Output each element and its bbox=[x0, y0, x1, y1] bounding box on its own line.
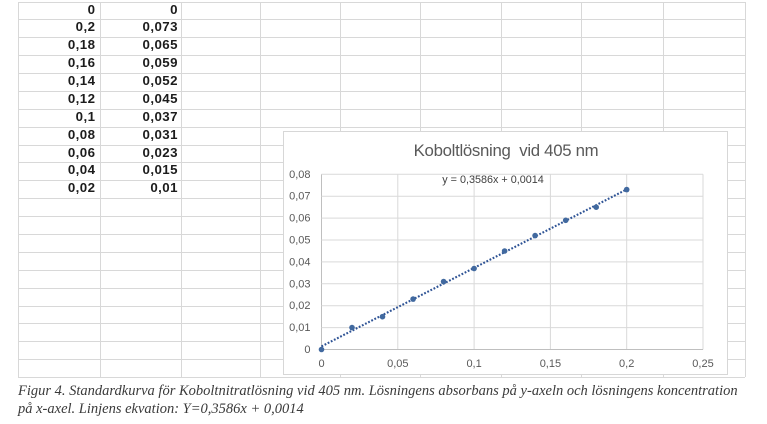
svg-text:0: 0 bbox=[304, 344, 310, 356]
svg-text:0,03: 0,03 bbox=[289, 278, 310, 290]
svg-text:0,07: 0,07 bbox=[289, 191, 310, 203]
svg-text:0,1: 0,1 bbox=[466, 358, 481, 370]
svg-text:0,08: 0,08 bbox=[289, 169, 310, 181]
svg-text:0,01: 0,01 bbox=[289, 322, 310, 334]
svg-text:0,02: 0,02 bbox=[289, 300, 310, 312]
svg-text:0,05: 0,05 bbox=[387, 358, 408, 370]
svg-text:0,06: 0,06 bbox=[289, 213, 310, 225]
svg-text:0,04: 0,04 bbox=[289, 256, 310, 268]
svg-text:y = 0,3586x + 0,0014: y = 0,3586x + 0,0014 bbox=[442, 174, 543, 186]
svg-text:0,15: 0,15 bbox=[540, 358, 561, 370]
svg-text:0,25: 0,25 bbox=[692, 358, 713, 370]
svg-text:0,05: 0,05 bbox=[289, 235, 310, 247]
svg-text:0: 0 bbox=[318, 358, 324, 370]
svg-text:0,2: 0,2 bbox=[619, 358, 634, 370]
svg-text:Koboltlösning vid 405 nm: Koboltlösning vid 405 nm bbox=[414, 141, 599, 160]
